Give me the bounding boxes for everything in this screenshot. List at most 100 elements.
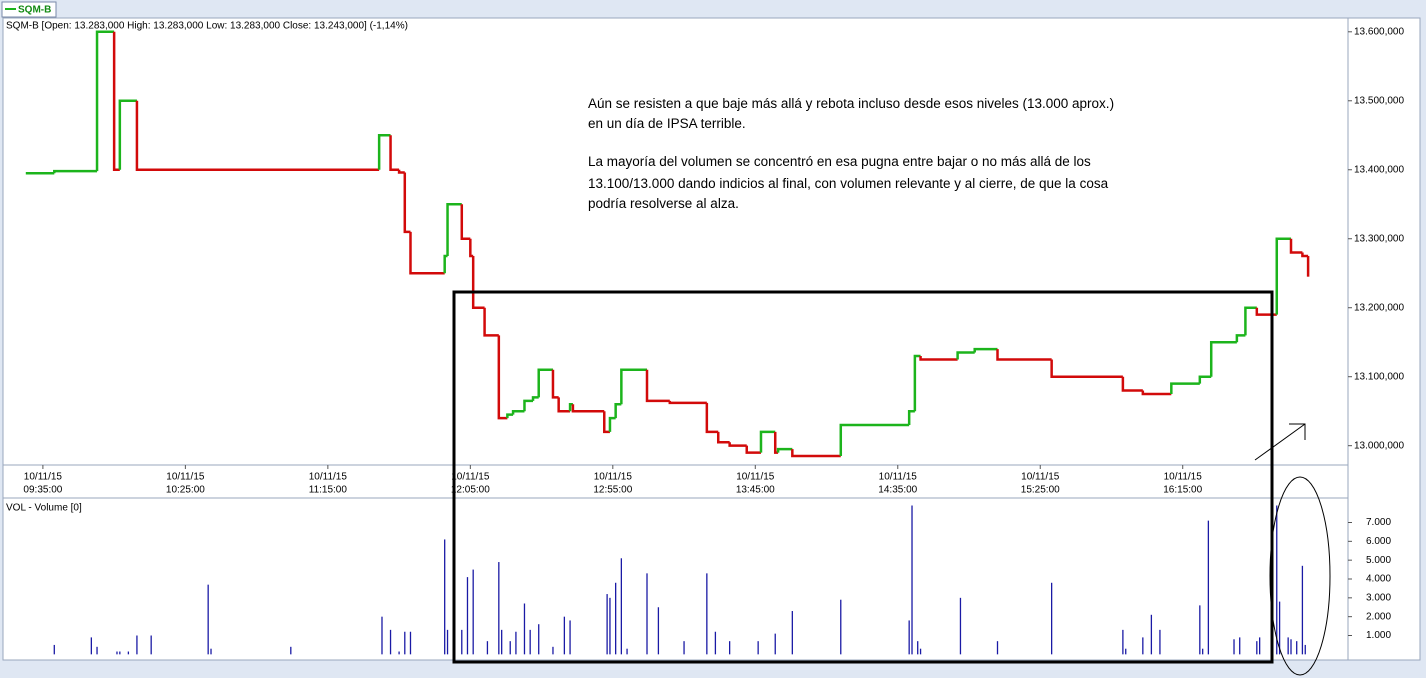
price-step (409, 231, 445, 275)
price-step (1255, 307, 1277, 316)
x-tick-date: 10/11/15 (879, 472, 918, 483)
price-step (460, 204, 471, 240)
price-step (716, 431, 730, 444)
price-step (776, 447, 793, 453)
price-step (705, 402, 719, 434)
x-tick-date: 10/11/15 (736, 472, 775, 483)
price-step (403, 172, 411, 234)
highlight-box (452, 290, 1274, 664)
price-step (620, 368, 648, 405)
price-step (551, 369, 559, 399)
x-tick-label: 09:35:00 (23, 485, 62, 496)
price-step (568, 403, 573, 412)
price-step (1235, 334, 1246, 343)
x-tick-date: 10/11/15 (594, 472, 633, 483)
price-step (112, 31, 120, 172)
y-tick-label: 13.300,000 (1354, 233, 1404, 244)
x-tick-date: 10/11/15 (166, 472, 205, 483)
price-step (389, 135, 400, 172)
price-step (471, 255, 485, 309)
price-step (511, 409, 525, 415)
price-step (614, 403, 622, 419)
x-tick-date: 10/11/15 (1021, 472, 1060, 483)
tab-label[interactable]: SQM-B (18, 5, 51, 16)
volume-panel (2, 497, 1349, 661)
x-tick-date: 10/11/15 (24, 472, 63, 483)
price-step (377, 134, 391, 170)
price-step (1170, 382, 1200, 394)
volume-header: VOL - Volume [0] (6, 503, 82, 514)
annotation-line: 13.100/13.000 dando indicios al final, c… (588, 176, 1109, 191)
price-step (1121, 376, 1143, 392)
y-tick-label: 6.000 (1366, 536, 1391, 547)
y-tick-label: 1.000 (1366, 630, 1391, 641)
y-tick-label: 4.000 (1366, 574, 1391, 585)
x-tick-label: 10:25:00 (166, 485, 205, 496)
y-tick-label: 13.100,000 (1354, 371, 1404, 382)
price-step (745, 445, 761, 454)
price-step (1209, 340, 1237, 377)
symbol-tab[interactable] (1, 1, 57, 18)
price-step (1289, 238, 1303, 254)
y-tick-label: 13.400,000 (1354, 164, 1404, 175)
y-tick-label: 2.000 (1366, 611, 1391, 622)
price-step (996, 349, 1052, 361)
price-step (469, 238, 474, 258)
x-tick-label: 15:25:00 (1021, 485, 1060, 496)
price-step (956, 351, 975, 360)
price-step (446, 203, 462, 256)
x-tick-label: 12:05:00 (451, 485, 490, 496)
price-step (118, 99, 137, 170)
price-step (1301, 252, 1309, 258)
price-step (571, 404, 605, 413)
price-step (1141, 390, 1172, 396)
price-step (523, 399, 534, 412)
price-panel (2, 17, 1349, 466)
highlight-ellipse (1269, 476, 1331, 676)
price-step (728, 442, 747, 447)
price-step (645, 369, 670, 403)
price-step (919, 356, 958, 361)
price-step (791, 449, 841, 458)
x-tick-label: 14:35:00 (878, 485, 917, 496)
y-tick-label: 7.000 (1366, 517, 1391, 528)
price-step (1198, 375, 1212, 384)
x-tick-label: 13:45:00 (736, 485, 775, 496)
price-header: SQM-B [Open: 13.283,000 High: 13.283,000… (6, 21, 408, 32)
price-step (1050, 359, 1123, 378)
x-tick-label: 11:15:00 (309, 485, 348, 496)
price-step (53, 169, 98, 174)
price-step (497, 335, 508, 420)
x-tick-date: 10/11/15 (309, 472, 348, 483)
y-tick-label: 3.000 (1366, 592, 1391, 603)
price-step (913, 354, 921, 412)
price-step (973, 347, 998, 353)
price-step (1244, 306, 1257, 336)
annotation-line: podría resolverse al alza. (588, 196, 739, 211)
y-tick-label: 13.200,000 (1354, 302, 1404, 313)
price-step (603, 411, 610, 434)
price-step (608, 416, 616, 432)
price-step (1275, 237, 1292, 315)
x-tick-date: 10/11/15 (1164, 472, 1203, 483)
price-step (668, 400, 707, 405)
price-step (531, 396, 539, 401)
price-step (759, 430, 776, 453)
y-tick-label: 13.500,000 (1354, 95, 1404, 106)
price-step (537, 368, 553, 398)
y-tick-label: 13.000,000 (1354, 440, 1404, 451)
price-step (907, 409, 915, 425)
value-axis-panel (1347, 17, 1421, 661)
price-step (483, 307, 499, 337)
price-step (135, 100, 380, 172)
annotation-line: en un día de IPSA terrible. (588, 116, 746, 131)
x-tick-label: 16:15:00 (1163, 485, 1202, 496)
price-step (506, 413, 514, 419)
annotation-line: Aún se resisten a que baje más allá y re… (588, 96, 1114, 111)
y-tick-label: 5.000 (1366, 555, 1391, 566)
price-step (557, 397, 571, 413)
price-step (839, 423, 910, 457)
annotation-line: La mayoría del volumen se concentró en e… (588, 154, 1091, 169)
arrow (1254, 423, 1306, 461)
